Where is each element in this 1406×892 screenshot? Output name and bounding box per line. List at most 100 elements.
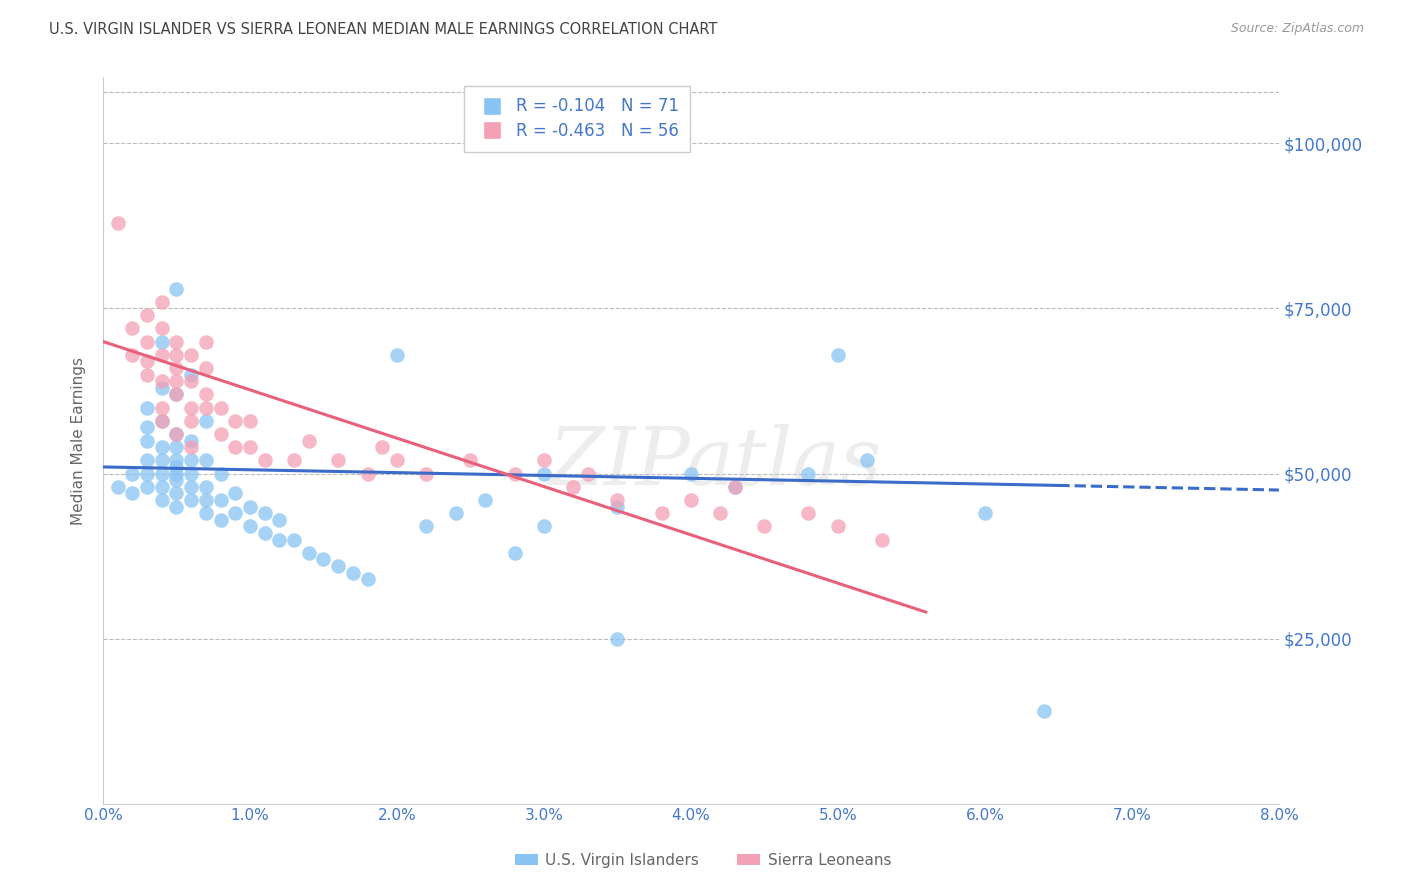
Point <box>165 387 187 401</box>
Point <box>533 453 555 467</box>
Point <box>194 506 217 520</box>
Point <box>180 368 202 382</box>
Point <box>385 348 408 362</box>
Point <box>606 500 628 514</box>
Point <box>606 632 628 646</box>
Point <box>165 459 187 474</box>
Point <box>180 348 202 362</box>
Point <box>679 467 702 481</box>
Point <box>121 486 143 500</box>
Point <box>121 348 143 362</box>
Point <box>136 434 159 448</box>
Point <box>797 467 820 481</box>
Point <box>709 506 731 520</box>
Point <box>180 414 202 428</box>
Point <box>165 374 187 388</box>
Point <box>460 453 482 467</box>
Point <box>503 546 526 560</box>
Point <box>165 334 187 349</box>
Point <box>165 486 187 500</box>
Point <box>107 216 129 230</box>
Point <box>326 453 349 467</box>
Point <box>754 519 776 533</box>
Point <box>269 513 291 527</box>
Point <box>194 360 217 375</box>
Point <box>165 426 187 441</box>
Point <box>165 473 187 487</box>
Point <box>165 360 187 375</box>
Point <box>194 480 217 494</box>
Text: Source: ZipAtlas.com: Source: ZipAtlas.com <box>1230 22 1364 36</box>
Point <box>797 506 820 520</box>
Point <box>371 440 394 454</box>
Point <box>136 354 159 368</box>
Point <box>194 414 217 428</box>
Point <box>298 546 321 560</box>
Point <box>827 519 849 533</box>
Point <box>342 566 364 580</box>
Point <box>107 480 129 494</box>
Point <box>121 467 143 481</box>
Point <box>474 492 496 507</box>
Point <box>136 453 159 467</box>
Point <box>165 387 187 401</box>
Point <box>356 572 378 586</box>
Point <box>180 467 202 481</box>
Point <box>312 552 335 566</box>
Point <box>180 440 202 454</box>
Point <box>415 519 437 533</box>
Point <box>1032 704 1054 718</box>
Y-axis label: Median Male Earnings: Median Male Earnings <box>72 357 86 524</box>
Point <box>136 480 159 494</box>
Point <box>385 453 408 467</box>
Point <box>150 334 173 349</box>
Point <box>239 440 262 454</box>
Point <box>180 453 202 467</box>
Point <box>269 533 291 547</box>
Point <box>180 401 202 415</box>
Point <box>121 321 143 335</box>
Point <box>150 414 173 428</box>
Point <box>562 480 585 494</box>
Point <box>724 480 747 494</box>
Point <box>165 348 187 362</box>
Point <box>827 348 849 362</box>
Point <box>150 381 173 395</box>
Point <box>298 434 321 448</box>
Point <box>650 506 672 520</box>
Point <box>150 453 173 467</box>
Point <box>150 401 173 415</box>
Point <box>150 492 173 507</box>
Point <box>194 401 217 415</box>
Point <box>209 492 232 507</box>
Point <box>194 334 217 349</box>
Point <box>150 294 173 309</box>
Legend: R = -0.104   N = 71, R = -0.463   N = 56: R = -0.104 N = 71, R = -0.463 N = 56 <box>464 86 690 152</box>
Point <box>283 453 305 467</box>
Point <box>150 321 173 335</box>
Point <box>224 414 246 428</box>
Point <box>136 334 159 349</box>
Point <box>136 401 159 415</box>
Point <box>576 467 599 481</box>
Point <box>606 492 628 507</box>
Point <box>856 453 879 467</box>
Point <box>224 506 246 520</box>
Point <box>503 467 526 481</box>
Point <box>224 440 246 454</box>
Point <box>194 387 217 401</box>
Point <box>209 401 232 415</box>
Point <box>253 525 276 540</box>
Point <box>444 506 467 520</box>
Point <box>165 453 187 467</box>
Point <box>326 558 349 573</box>
Point <box>283 533 305 547</box>
Point <box>180 434 202 448</box>
Point <box>239 519 262 533</box>
Point <box>870 533 893 547</box>
Point <box>165 440 187 454</box>
Point <box>239 414 262 428</box>
Point <box>239 500 262 514</box>
Point <box>253 506 276 520</box>
Point <box>136 420 159 434</box>
